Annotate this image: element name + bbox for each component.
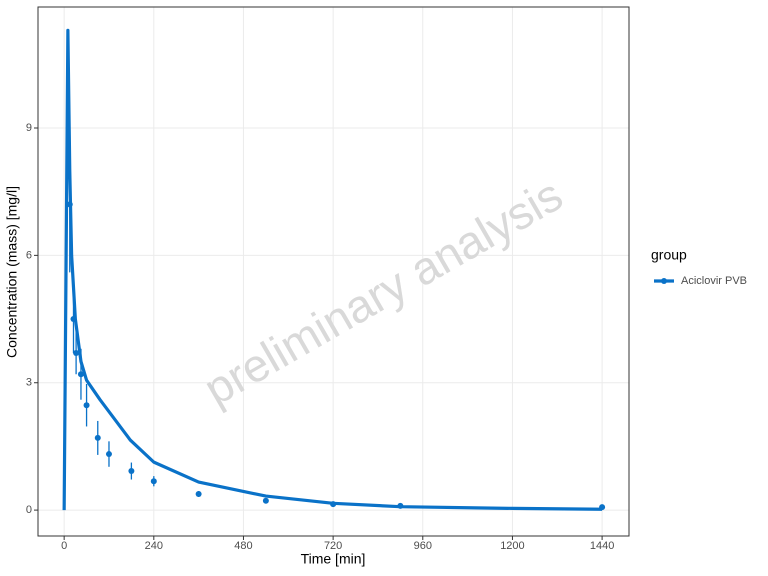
observed-point bbox=[195, 490, 202, 497]
x-tick-label: 720 bbox=[324, 540, 342, 552]
y-tick-label: 9 bbox=[26, 122, 32, 134]
legend-key-point bbox=[661, 278, 667, 284]
observed-point bbox=[73, 350, 80, 357]
observed-point bbox=[599, 504, 606, 511]
observed-point bbox=[128, 468, 135, 475]
observed-point bbox=[105, 451, 112, 458]
y-tick-label: 3 bbox=[26, 377, 32, 389]
y-tick-label: 6 bbox=[26, 249, 32, 261]
observed-point bbox=[262, 497, 269, 504]
panel-border bbox=[37, 6, 630, 537]
y-axis-title: Concentration (mass) [mg/l] bbox=[4, 186, 20, 358]
x-axis-title: Time [min] bbox=[301, 551, 366, 567]
x-tick-label: 960 bbox=[414, 540, 432, 552]
legend-title: group bbox=[651, 247, 687, 263]
observed-point bbox=[397, 502, 404, 509]
observed-point bbox=[330, 501, 337, 508]
x-tick-label: 1200 bbox=[500, 540, 524, 552]
x-tick-label: 240 bbox=[145, 540, 163, 552]
observed-point bbox=[66, 201, 73, 208]
observed-point bbox=[94, 434, 101, 441]
observed-point bbox=[70, 316, 77, 323]
observed-point bbox=[150, 478, 157, 485]
observed-point bbox=[77, 371, 84, 378]
x-tick-label: 1440 bbox=[590, 540, 614, 552]
x-tick-label: 480 bbox=[234, 540, 252, 552]
legend-label: Aciclovir PVB bbox=[681, 275, 747, 287]
y-tick-label: 0 bbox=[26, 504, 32, 516]
observed-point bbox=[83, 402, 90, 409]
x-tick-label: 0 bbox=[61, 540, 67, 552]
series-line bbox=[62, 28, 603, 511]
